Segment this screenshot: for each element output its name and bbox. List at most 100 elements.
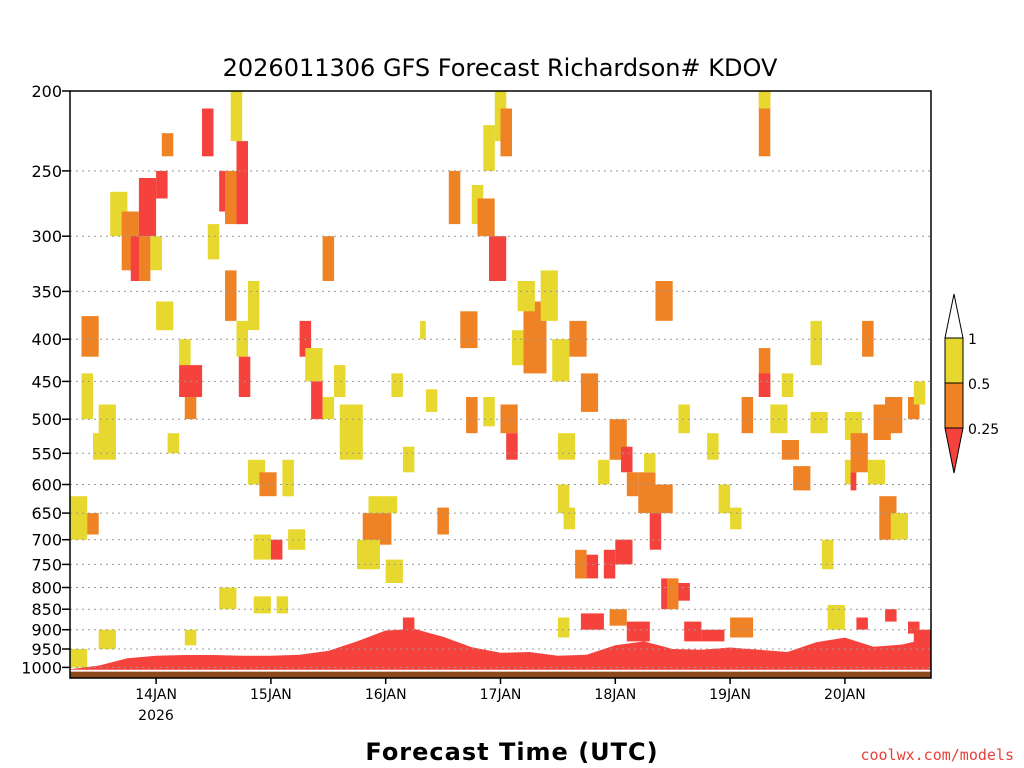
ri-cell-high bbox=[598, 459, 610, 485]
legend-swatch-mid bbox=[944, 382, 964, 429]
ri-cell-low bbox=[219, 170, 231, 212]
ri-cell-mid bbox=[793, 466, 811, 491]
x-tick-label-19JAN: 19JAN bbox=[709, 687, 751, 703]
ri-cell-mid bbox=[850, 433, 868, 473]
ri-cell-low bbox=[758, 373, 771, 397]
ri-cell-mid bbox=[477, 198, 495, 237]
legend-label-1: 1 bbox=[968, 332, 977, 348]
ri-cell-mid bbox=[758, 91, 771, 157]
x-tick-label-20JAN: 20JAN bbox=[824, 687, 866, 703]
ri-cell-high bbox=[678, 404, 690, 434]
ri-cell-high bbox=[810, 320, 822, 366]
ri-cell-mid bbox=[580, 373, 599, 412]
ri-cell-high bbox=[334, 365, 346, 397]
ri-cell-low bbox=[615, 539, 633, 565]
ri-cell-high bbox=[718, 484, 731, 514]
ri-cell-low bbox=[850, 472, 857, 491]
ri-cell-low bbox=[402, 617, 415, 630]
ri-cell-mid bbox=[322, 236, 335, 281]
boundary-layer-low-ri bbox=[70, 628, 931, 672]
ri-cell-low bbox=[236, 141, 248, 225]
ri-cell-high bbox=[867, 459, 886, 485]
ri-cell-low bbox=[586, 554, 599, 579]
ri-cell-mid bbox=[437, 507, 449, 535]
legend-bottom-arrow bbox=[944, 427, 964, 474]
ri-cell-mid bbox=[500, 108, 512, 157]
ri-cell-high bbox=[184, 629, 197, 646]
ri-cell-high bbox=[913, 381, 926, 405]
ri-cell-mid bbox=[225, 270, 237, 321]
ri-cell-mid bbox=[730, 617, 754, 638]
ri-cell-high bbox=[368, 496, 398, 514]
ri-cell-mid bbox=[885, 397, 903, 434]
ri-cell-high bbox=[282, 459, 294, 497]
ri-cell-high bbox=[563, 507, 576, 530]
x-tick-label-15JAN: 15JAN bbox=[250, 687, 292, 703]
ri-cell-mid bbox=[781, 440, 799, 460]
y-tick-label-350: 350 bbox=[31, 282, 62, 301]
ri-cell-high bbox=[707, 433, 719, 460]
ri-cell-high bbox=[156, 301, 174, 331]
ri-cell-mid bbox=[161, 133, 174, 157]
ri-cell-low bbox=[661, 578, 673, 610]
ri-cell-high bbox=[827, 605, 845, 630]
ri-cell-low bbox=[908, 621, 920, 634]
x-tick-label-18JAN: 18JAN bbox=[594, 687, 636, 703]
ri-cell-mid bbox=[758, 348, 771, 397]
ri-cell-mid bbox=[655, 484, 673, 514]
x-tick-label-16JAN: 16JAN bbox=[365, 687, 407, 703]
ri-cell-high bbox=[339, 404, 363, 460]
color-legend: 1 0.5 0.25 bbox=[944, 293, 999, 474]
ri-cell-high bbox=[276, 596, 289, 614]
ri-cell-high bbox=[420, 320, 426, 340]
heatmap-cells bbox=[70, 91, 931, 668]
ri-cell-high bbox=[253, 596, 271, 614]
ri-cell-high bbox=[552, 339, 570, 382]
ri-cell-high bbox=[207, 224, 220, 260]
ri-cell-mid bbox=[466, 397, 478, 434]
ri-cell-high bbox=[70, 496, 88, 540]
ri-cell-high bbox=[219, 587, 237, 610]
ri-cell-mid bbox=[81, 316, 99, 357]
ri-cell-high bbox=[236, 320, 248, 357]
ri-cell-mid bbox=[448, 170, 461, 225]
ri-cell-high bbox=[402, 446, 415, 473]
ri-cell-mid bbox=[626, 472, 639, 497]
y-tick-label-850: 850 bbox=[31, 600, 62, 619]
ri-cell-low bbox=[489, 236, 507, 281]
ri-cell-high bbox=[81, 373, 93, 420]
ri-cell-mid bbox=[184, 397, 197, 420]
ri-cell-mid bbox=[908, 397, 920, 420]
ri-cell-low bbox=[270, 539, 283, 560]
ri-cell-mid bbox=[87, 513, 99, 535]
time-axis: 14JAN 15JAN 16JAN 17JAN 18JAN 19JAN 20JAN bbox=[135, 678, 866, 703]
y-tick-label-700: 700 bbox=[31, 531, 62, 550]
ri-cell-mid bbox=[655, 281, 673, 321]
ri-cell-high bbox=[357, 539, 380, 570]
ri-cell-low bbox=[130, 236, 143, 281]
ri-cell-high bbox=[644, 453, 656, 473]
y-tick-label-200: 200 bbox=[31, 82, 62, 101]
ground-strip bbox=[70, 671, 931, 678]
ri-cell-mid bbox=[667, 578, 679, 610]
ri-cell-low bbox=[856, 617, 868, 630]
ri-cell-high bbox=[247, 281, 260, 331]
ri-cell-high bbox=[540, 270, 558, 321]
ri-cell-low bbox=[684, 621, 702, 642]
x-axis-title: Forecast Time (UTC) bbox=[365, 738, 658, 766]
y-tick-label-650: 650 bbox=[31, 504, 62, 523]
ri-cell-high bbox=[385, 559, 403, 583]
ri-cell-mid bbox=[460, 311, 478, 349]
ri-cell-high bbox=[425, 389, 438, 412]
chart-title: 2026011306 GFS Forecast Richardson# KDOV bbox=[223, 54, 778, 82]
pressure-axis: 200 250 300 350 400 450 500 550 600 650 700 750 800 8… bbox=[21, 82, 70, 677]
ri-cell-low bbox=[202, 108, 214, 157]
ri-cell-low bbox=[506, 433, 518, 460]
y-tick-label-1000: 1000 bbox=[21, 658, 62, 677]
ri-cell-low bbox=[885, 609, 897, 622]
y-tick-label-900: 900 bbox=[31, 621, 62, 640]
ri-cell-high bbox=[890, 513, 908, 540]
ri-cell-mid bbox=[609, 609, 627, 626]
ri-cell-low bbox=[580, 613, 604, 630]
ri-cell-high bbox=[98, 629, 116, 650]
